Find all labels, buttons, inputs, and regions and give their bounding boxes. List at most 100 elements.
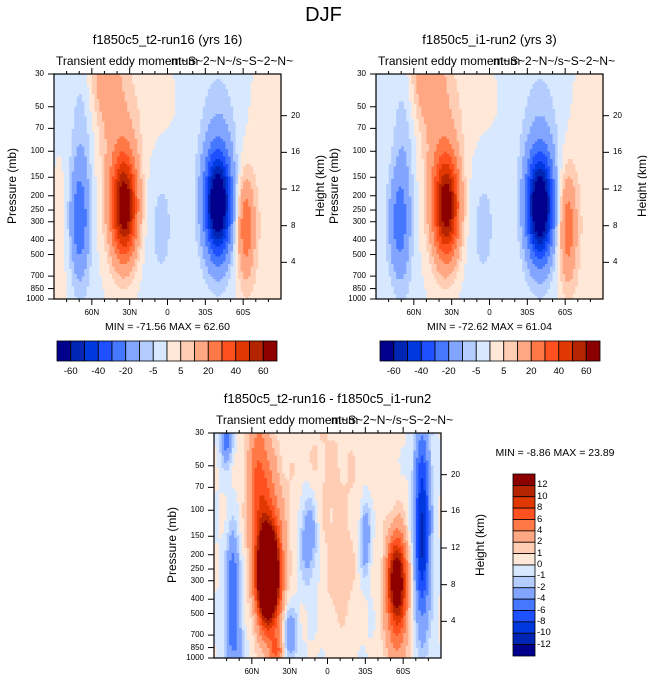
contour-cell — [91, 176, 95, 180]
contour-cell — [164, 161, 169, 165]
contour-cell — [119, 161, 123, 165]
contour-cell — [99, 141, 103, 145]
contour-cell — [64, 139, 68, 143]
contour-cell — [132, 141, 136, 145]
contour-cell — [250, 86, 254, 90]
contour-cell — [258, 161, 262, 165]
contour-cell — [152, 84, 156, 88]
contour-cell — [132, 154, 136, 158]
contour-cell — [71, 146, 75, 150]
contour-cell — [109, 91, 113, 95]
contour-cell — [260, 99, 264, 103]
contour-cell — [170, 101, 174, 105]
contour-cell — [106, 84, 111, 88]
contour-cell — [109, 199, 113, 203]
contour-cell — [270, 124, 275, 128]
contour-cell — [225, 206, 229, 210]
contour-cell — [109, 191, 113, 195]
contour-cell — [79, 121, 83, 125]
contour-cell — [127, 99, 131, 103]
contour-cell — [119, 91, 123, 95]
contour-cell — [217, 204, 222, 208]
contour-cell — [139, 154, 143, 158]
contour-cell — [101, 176, 106, 180]
contour-cell — [162, 146, 166, 150]
contour-cell — [112, 176, 116, 180]
contour-cell — [114, 154, 118, 158]
contour-cell — [185, 181, 189, 185]
contour-cell — [202, 176, 206, 180]
contour-cell — [177, 174, 181, 178]
contour-cell — [245, 204, 249, 208]
contour-cell — [69, 169, 73, 173]
contour-cell — [54, 94, 58, 98]
contour-cell — [260, 121, 264, 125]
contour-cell — [132, 164, 136, 168]
contour-cell — [119, 174, 123, 178]
contour-cell — [132, 106, 136, 110]
contour-cell — [86, 184, 90, 188]
contour-cell — [222, 119, 227, 123]
contour-cell — [159, 106, 164, 110]
contour-cell — [56, 109, 60, 113]
contour-cell — [64, 111, 68, 115]
contour-cell — [215, 144, 219, 148]
contour-cell — [273, 129, 277, 133]
contour-cell — [265, 101, 269, 105]
contour-cell — [66, 134, 70, 138]
contour-cell — [240, 199, 244, 203]
contour-cell — [230, 91, 234, 95]
contour-cell — [238, 166, 242, 170]
contour-cell — [91, 119, 95, 123]
contour-cell — [265, 141, 269, 145]
contour-cell — [167, 76, 171, 80]
contour-cell — [278, 159, 282, 163]
contour-cell — [210, 114, 214, 118]
contour-cell — [192, 139, 196, 143]
contour-cell — [147, 179, 151, 183]
contour-cell — [69, 154, 73, 158]
contour-cell — [81, 166, 85, 170]
contour-cell — [127, 111, 131, 115]
contour-cell — [238, 144, 242, 148]
contour-cell — [119, 94, 123, 98]
contour-cell — [275, 149, 280, 153]
contour-cell — [137, 111, 141, 115]
contour-cell — [255, 124, 259, 128]
contour-cell — [144, 191, 148, 195]
contour-cell — [177, 109, 181, 113]
contour-cell — [245, 146, 249, 150]
contour-cell — [248, 111, 252, 115]
contour-cell — [61, 91, 65, 95]
contour-cell — [220, 194, 224, 198]
contour-cell — [175, 129, 179, 133]
contour-cell — [175, 106, 179, 110]
contour-cell — [255, 129, 259, 133]
contour-cell — [172, 144, 176, 148]
contour-cell — [127, 116, 131, 120]
contour-cell — [180, 141, 184, 145]
contour-cell — [215, 206, 219, 210]
contour-cell — [258, 206, 262, 210]
contour-cell — [109, 181, 113, 185]
contour-cell — [79, 74, 83, 78]
contour-cell — [149, 184, 153, 188]
contour-cell — [245, 209, 249, 213]
contour-cell — [250, 154, 254, 158]
contour-cell — [64, 79, 68, 83]
contour-cell — [215, 156, 219, 160]
contour-cell — [96, 154, 100, 158]
contour-cell — [144, 99, 148, 103]
contour-cell — [210, 151, 214, 155]
contour-cell — [154, 196, 159, 200]
contour-cell — [225, 94, 229, 98]
contour-cell — [122, 209, 126, 213]
contour-cell — [228, 146, 232, 150]
contour-cell — [149, 156, 153, 160]
contour-cell — [54, 149, 58, 153]
contour-cell — [74, 131, 78, 135]
contour-cell — [200, 174, 204, 178]
contour-cell — [64, 201, 68, 205]
contour-cell — [253, 184, 257, 188]
contour-cell — [212, 136, 217, 140]
